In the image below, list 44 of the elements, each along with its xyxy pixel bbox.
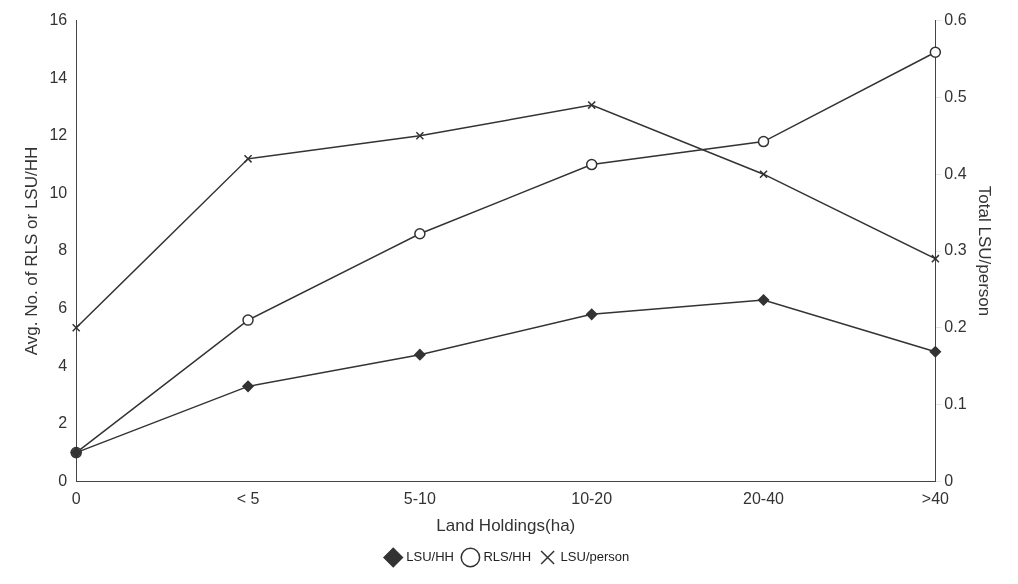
y2-tick-label: 0 — [944, 471, 954, 489]
point — [929, 346, 942, 358]
y-tick-label: 16 — [49, 11, 68, 29]
point — [414, 227, 426, 240]
point — [585, 308, 598, 321]
legend-label: LSU/person — [560, 549, 630, 565]
point — [242, 380, 254, 393]
y-tick-label: 12 — [49, 126, 68, 144]
y-tick-label: 2 — [58, 414, 68, 432]
point — [759, 169, 768, 179]
point — [71, 323, 81, 333]
x-tick-label: < 5 — [236, 490, 260, 508]
point — [587, 100, 596, 110]
y-tick-label: 10 — [49, 183, 68, 201]
point — [757, 135, 770, 148]
x-tick-label: 20-40 — [743, 490, 785, 508]
y2-tick-label: 0.6 — [944, 11, 967, 29]
y2-tick-label: 0.2 — [944, 318, 967, 336]
y2-tick-label: 0.1 — [944, 395, 967, 413]
point — [931, 254, 940, 263]
x-tick-label: 5-10 — [403, 490, 436, 508]
y-tick-label: 4 — [58, 356, 68, 374]
y-axis-title: Avg. No. of RLS or LSU/HH — [21, 146, 41, 356]
y-tick-label: 14 — [49, 68, 68, 86]
y-tick-label: 8 — [58, 241, 68, 259]
y-tick-label: 6 — [58, 299, 68, 317]
x-tick-label: 0 — [71, 490, 81, 508]
point — [757, 294, 770, 306]
point — [415, 131, 425, 141]
legend-label: LSU/HH — [406, 549, 454, 565]
point — [242, 314, 254, 326]
point — [414, 348, 426, 361]
x-axis-title: Land Holdings(ha) — [436, 516, 576, 536]
y2-tick-label: 0.3 — [944, 241, 967, 259]
x-tick-label: >40 — [921, 490, 950, 508]
point — [585, 158, 598, 171]
y2-axis-title: Total LSU/person — [975, 185, 995, 317]
y-tick-label: 0 — [58, 471, 68, 489]
y2-tick-label: 0.5 — [944, 87, 967, 105]
x-tick-label: 10-20 — [571, 490, 613, 508]
legend-label: RLS/HH — [483, 549, 532, 565]
y2-tick-label: 0.4 — [944, 164, 967, 182]
point — [243, 154, 253, 164]
point — [929, 46, 942, 59]
